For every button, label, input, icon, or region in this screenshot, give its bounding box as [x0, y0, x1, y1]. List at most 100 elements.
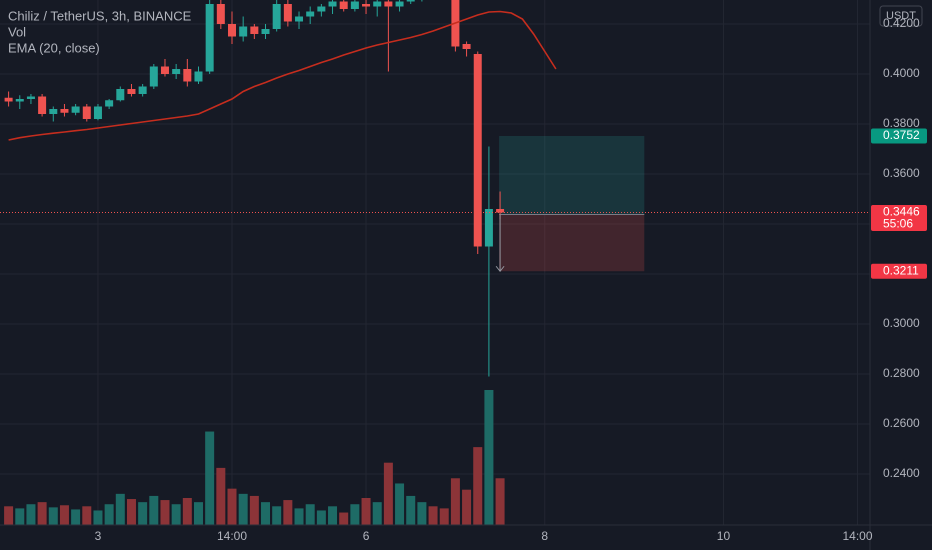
- candle-body: [350, 1, 359, 9]
- volume-bar: [227, 488, 237, 525]
- candle-body: [138, 86, 147, 94]
- price-tag-label: 0.3752: [883, 128, 920, 142]
- candle-body: [395, 1, 404, 7]
- candle-body: [4, 97, 13, 102]
- volume-bar: [316, 510, 326, 525]
- candle-body: [71, 106, 80, 113]
- volume-bar: [294, 508, 304, 525]
- price-tag-label: 0.3211: [883, 263, 919, 277]
- volume-bar: [383, 462, 393, 525]
- y-tick-label: 0.2600: [883, 416, 920, 430]
- volume-bar: [205, 431, 215, 525]
- volume-bar: [216, 467, 226, 525]
- volume-bar: [193, 502, 203, 525]
- candle-body: [60, 109, 69, 113]
- volume-bar: [149, 495, 159, 525]
- volume-bar: [59, 505, 69, 525]
- volume-bar: [350, 504, 360, 525]
- volume-bar: [71, 509, 81, 525]
- x-tick-label: 8: [541, 529, 548, 543]
- candle-body: [239, 26, 248, 37]
- volume-bar: [115, 493, 125, 525]
- candle-body: [272, 4, 281, 29]
- position-arrow: [495, 214, 505, 273]
- candle-body: [127, 89, 136, 94]
- candle-body: [116, 89, 125, 101]
- y-tick-label: 0.4200: [883, 16, 920, 30]
- volume-bar: [272, 506, 282, 525]
- volume-bar: [238, 493, 248, 525]
- candle-body: [49, 109, 58, 114]
- volume-bar: [37, 502, 47, 525]
- volume-bar: [82, 506, 92, 525]
- volume-bar: [395, 483, 405, 525]
- indicator-label: EMA (20, close): [8, 40, 100, 55]
- y-tick-label: 0.4000: [883, 66, 920, 80]
- position-stop-zone: [499, 214, 645, 272]
- candle-body: [306, 11, 315, 17]
- volume-bar: [328, 506, 338, 525]
- candle-body: [38, 96, 47, 114]
- candle-body: [26, 96, 35, 99]
- volume-bar: [93, 510, 103, 525]
- volume-bar: [182, 498, 192, 525]
- currency-box[interactable]: [879, 5, 923, 27]
- volume-bar: [406, 495, 416, 525]
- candle-body: [160, 66, 169, 74]
- candle-body: [149, 66, 158, 87]
- candle-body: [93, 106, 102, 119]
- volume-bar: [473, 447, 483, 525]
- volume-bar: [372, 502, 382, 525]
- x-tick-label: 14:00: [217, 529, 247, 543]
- candle-body: [261, 29, 270, 34]
- y-tick-label: 0.3000: [883, 316, 920, 330]
- candle-body: [317, 6, 326, 12]
- volume-bar: [4, 506, 14, 525]
- price-tag: [871, 263, 927, 279]
- volume-bar: [48, 507, 58, 525]
- volume-bar: [450, 478, 460, 525]
- x-tick-label: 3: [95, 529, 102, 543]
- volume-bar: [160, 500, 170, 525]
- candle-body: [362, 4, 371, 7]
- volume-bar: [126, 499, 136, 525]
- candle-body: [373, 1, 382, 7]
- volume-bar: [462, 489, 472, 525]
- candle-body: [172, 69, 181, 74]
- candle-body: [328, 1, 337, 7]
- volume-bar: [283, 500, 293, 525]
- candle-body: [339, 1, 348, 9]
- volume-bar: [339, 512, 349, 525]
- ema-line: [8, 10, 557, 141]
- y-tick-label: 0.2400: [883, 466, 920, 480]
- currency: USDT: [886, 10, 916, 22]
- plot-area: [0, 0, 870, 525]
- price-tag-label: 0.3446: [883, 205, 920, 219]
- chart-title: Chiliz / TetherUS, 3h, BINANCE: [8, 8, 192, 23]
- candle-body: [406, 0, 415, 2]
- candle-body: [183, 69, 192, 82]
- candle-body: [194, 71, 203, 82]
- volume-bar: [15, 508, 25, 525]
- countdown: 55:06: [883, 217, 913, 231]
- indicator-label: Vol: [8, 24, 26, 39]
- volume-bar: [249, 495, 259, 525]
- candle-body: [228, 24, 236, 37]
- volume-bar: [417, 502, 427, 525]
- x-tick-label: 10: [717, 529, 731, 543]
- x-tick-label: 14:00: [843, 529, 873, 543]
- candle-body: [15, 99, 24, 102]
- candle-body: [295, 16, 304, 22]
- volume-bar: [26, 504, 36, 525]
- candle-body: [82, 106, 91, 119]
- volume-bar: [104, 504, 114, 525]
- candle-body: [105, 100, 114, 107]
- position-target-zone: [499, 136, 645, 215]
- candle-body: [462, 44, 471, 49]
- volume-bar: [261, 502, 271, 525]
- y-tick-label: 0.2800: [883, 366, 920, 380]
- y-tick-label: 0.3600: [883, 166, 920, 180]
- volume-bar: [484, 390, 494, 525]
